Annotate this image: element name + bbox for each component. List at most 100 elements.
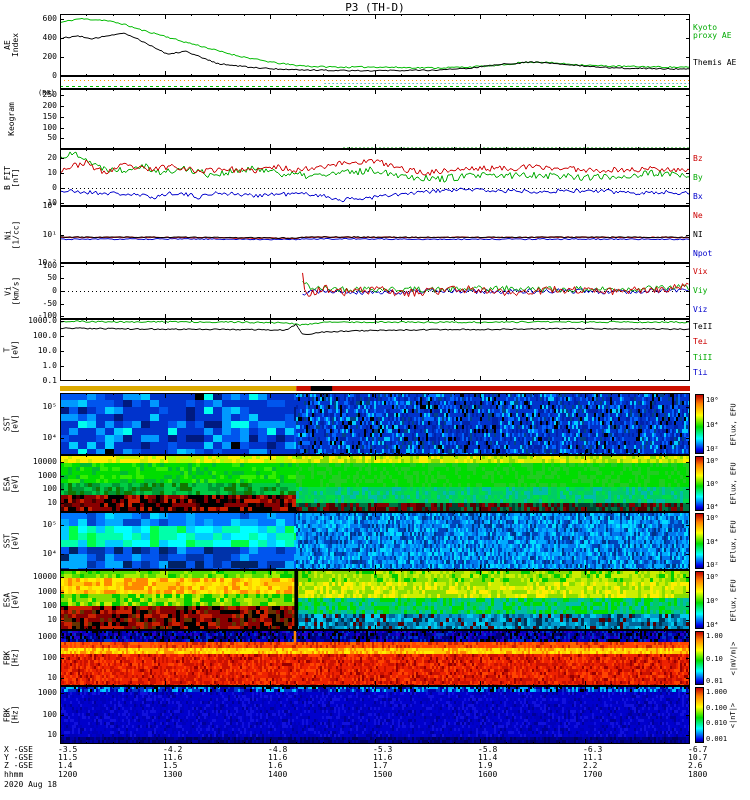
sst-electron-spectrogram-ytick-label: 10⁵ bbox=[42, 401, 57, 411]
keogram-panel-ytick-label: 150 bbox=[42, 111, 57, 121]
keogram-panel-ytick-label: 100 bbox=[42, 122, 57, 132]
b-fit-panel-ytick-label: 0 bbox=[52, 183, 57, 192]
b-fit-panel-ytick-label: 20 bbox=[47, 153, 57, 162]
fbk-b-spectrogram-canvas bbox=[60, 686, 690, 744]
sst-electron-spectrogram bbox=[60, 393, 690, 455]
ae-index-panel-ytick-label: 0 bbox=[52, 71, 57, 80]
keogram-panel-ytick-label: 200 bbox=[42, 101, 57, 111]
ion-velocity-panel-canvas bbox=[60, 263, 690, 319]
esa-electron-spectrogram-ytick-label: 10 bbox=[47, 497, 57, 507]
esa-electron-spectrogram-ytick-label: 100 bbox=[42, 484, 57, 494]
time-tick-label: 1600 bbox=[478, 770, 498, 779]
z-gse-value: 2.2 bbox=[583, 761, 598, 770]
b-fit-panel-canvas bbox=[60, 149, 690, 206]
ion-velocity-panel-ytick-label: -100 bbox=[37, 311, 57, 321]
keogram-panel-corner-label: (R0) bbox=[38, 89, 55, 97]
ae-index-panel bbox=[60, 14, 690, 76]
fbk-e-spectrogram-canvas bbox=[60, 630, 690, 686]
b-fit-panel-ytick-label: 10 bbox=[47, 168, 57, 177]
x-gse-value: -6.3 bbox=[583, 745, 603, 754]
esa-ion-spectrogram-ytick-label: 10000 bbox=[32, 572, 57, 582]
b-fit-panel-legend: Bz By Bx bbox=[693, 149, 749, 206]
esa-electron-spectrogram-ytick-label: 1000 bbox=[37, 470, 57, 480]
plot-title: P3 (TH-D) bbox=[345, 1, 405, 14]
sst-ion-spectrogram-colorbar-unit: EFlux, EFU bbox=[720, 512, 748, 570]
esa-ion-spectrogram-colorbar-tick: 10⁴ bbox=[706, 620, 719, 629]
esa-electron-spectrogram-colorbar bbox=[695, 456, 704, 511]
sst-ion-spectrogram-ytick-label: 10⁴ bbox=[42, 548, 57, 558]
sst-ion-spectrogram-colorbar-tick: 10⁶ bbox=[706, 514, 719, 523]
legend-label: Npot bbox=[693, 248, 713, 258]
date-label: 2020 Aug 18 bbox=[4, 780, 57, 789]
fbk-e-spectrogram-colorbar-tick: 0.01 bbox=[706, 677, 723, 686]
esa-ion-spectrogram bbox=[60, 570, 690, 630]
density-panel-ytick-label: 10⁴ bbox=[42, 201, 57, 210]
colorbar-unit-label: <|nT|> bbox=[729, 702, 738, 728]
sst-ion-spectrogram-ytick-label: 10⁵ bbox=[42, 519, 57, 529]
esa-ion-spectrogram-colorbar bbox=[695, 571, 704, 629]
sst-electron-spectrogram-colorbar bbox=[695, 394, 704, 454]
sst-ion-spectrogram-colorbar-tick: 10² bbox=[706, 560, 719, 569]
footer-row-label: Y -GSE bbox=[4, 753, 33, 762]
mode-bar-canvas bbox=[60, 386, 690, 391]
sst-electron-spectrogram-ytick-label: 10⁴ bbox=[42, 432, 57, 442]
ae-index-panel-ytick-label: 600 bbox=[42, 13, 57, 23]
density-panel bbox=[60, 206, 690, 263]
fbk-b-spectrogram-colorbar bbox=[695, 687, 704, 743]
temperature-panel-ytick-label: 0.1 bbox=[42, 376, 57, 385]
z-gse-value: 1.7 bbox=[373, 761, 388, 770]
colorbar-unit-label: EFlux, EFU bbox=[729, 402, 738, 446]
colorbar-unit-label: EFlux, EFU bbox=[729, 578, 738, 622]
sst-electron-spectrogram-colorbar-tick: 10⁶ bbox=[706, 395, 719, 404]
mode-bar bbox=[60, 386, 690, 391]
temperature-panel-ytick-label: 1.0 bbox=[42, 360, 57, 370]
legend-label: By bbox=[693, 172, 703, 182]
time-tick-label: 1200 bbox=[58, 770, 78, 779]
density-panel-canvas bbox=[60, 206, 690, 263]
ion-velocity-panel-legend: Vix Viy Viz bbox=[693, 263, 749, 319]
legend-label: Themis AE bbox=[693, 57, 737, 67]
esa-electron-spectrogram-colorbar-tick: 10⁶ bbox=[706, 480, 719, 489]
legend-label: TeII bbox=[693, 321, 713, 331]
ae-index-panel-axis-label: AE Index bbox=[0, 14, 24, 76]
esa-ion-spectrogram-colorbar-tick: 10⁶ bbox=[706, 596, 719, 605]
sst-electron-spectrogram-axis-label-text: SST [eV] bbox=[2, 414, 20, 434]
legend-label: Kyoto proxy AE bbox=[693, 22, 732, 40]
fbk-e-spectrogram-ytick-label: 10 bbox=[47, 672, 57, 682]
temperature-panel-ytick-label: 1000.0 bbox=[28, 315, 57, 325]
fbk-b-spectrogram-colorbar-tick: 0.010 bbox=[706, 719, 728, 728]
esa-electron-spectrogram-colorbar-unit: EFlux, EFU bbox=[720, 455, 748, 512]
esa-ion-spectrogram-colorbar-unit: EFlux, EFU bbox=[720, 570, 748, 630]
esa-electron-spectrogram bbox=[60, 455, 690, 512]
fbk-b-spectrogram-colorbar-tick: 1.000 bbox=[706, 688, 728, 697]
b-fit-panel bbox=[60, 149, 690, 206]
x-gse-value: -5.8 bbox=[478, 745, 498, 754]
density-panel-legend: Ne NI Npot bbox=[693, 206, 749, 263]
legend-label: Ti⊥ bbox=[693, 368, 708, 378]
esa-ion-spectrogram-ytick-label: 10 bbox=[47, 615, 57, 625]
keogram-panel-canvas bbox=[60, 89, 690, 149]
y-gse-value: 10.7 bbox=[688, 753, 708, 762]
time-tick-label: 1500 bbox=[373, 770, 393, 779]
density-panel-ytick-label: 10¹ bbox=[42, 229, 57, 239]
fbk-e-spectrogram-colorbar-unit: <|mV/m|> bbox=[720, 630, 748, 686]
ion-velocity-panel bbox=[60, 263, 690, 319]
ae-index-panel-canvas bbox=[60, 14, 690, 76]
sst-electron-spectrogram-colorbar-unit: EFlux, EFU bbox=[720, 393, 748, 455]
sst-ion-spectrogram-colorbar-tick: 10⁴ bbox=[706, 537, 719, 546]
y-gse-value: 11.4 bbox=[478, 753, 498, 762]
x-gse-value: -4.2 bbox=[163, 745, 183, 754]
time-tick-label: 1400 bbox=[268, 770, 288, 779]
sst-electron-spectrogram-canvas bbox=[60, 393, 690, 455]
esa-ion-spectrogram-colorbar-tick: 10⁸ bbox=[706, 572, 719, 581]
fbk-e-spectrogram-ytick-label: 1000 bbox=[37, 631, 57, 641]
fbk-e-spectrogram bbox=[60, 630, 690, 686]
legend-label: Viz bbox=[693, 304, 708, 314]
keogram-panel-ytick-label: 50 bbox=[47, 133, 57, 143]
footer-row-label: Z -GSE bbox=[4, 761, 33, 770]
temperature-panel-canvas bbox=[60, 319, 690, 381]
footer-row-label: X -GSE bbox=[4, 745, 33, 754]
legend-label: Te⊥ bbox=[693, 337, 708, 347]
legend-label: Vix bbox=[693, 267, 708, 277]
temperature-panel-ytick-label: 100.0 bbox=[32, 330, 57, 340]
